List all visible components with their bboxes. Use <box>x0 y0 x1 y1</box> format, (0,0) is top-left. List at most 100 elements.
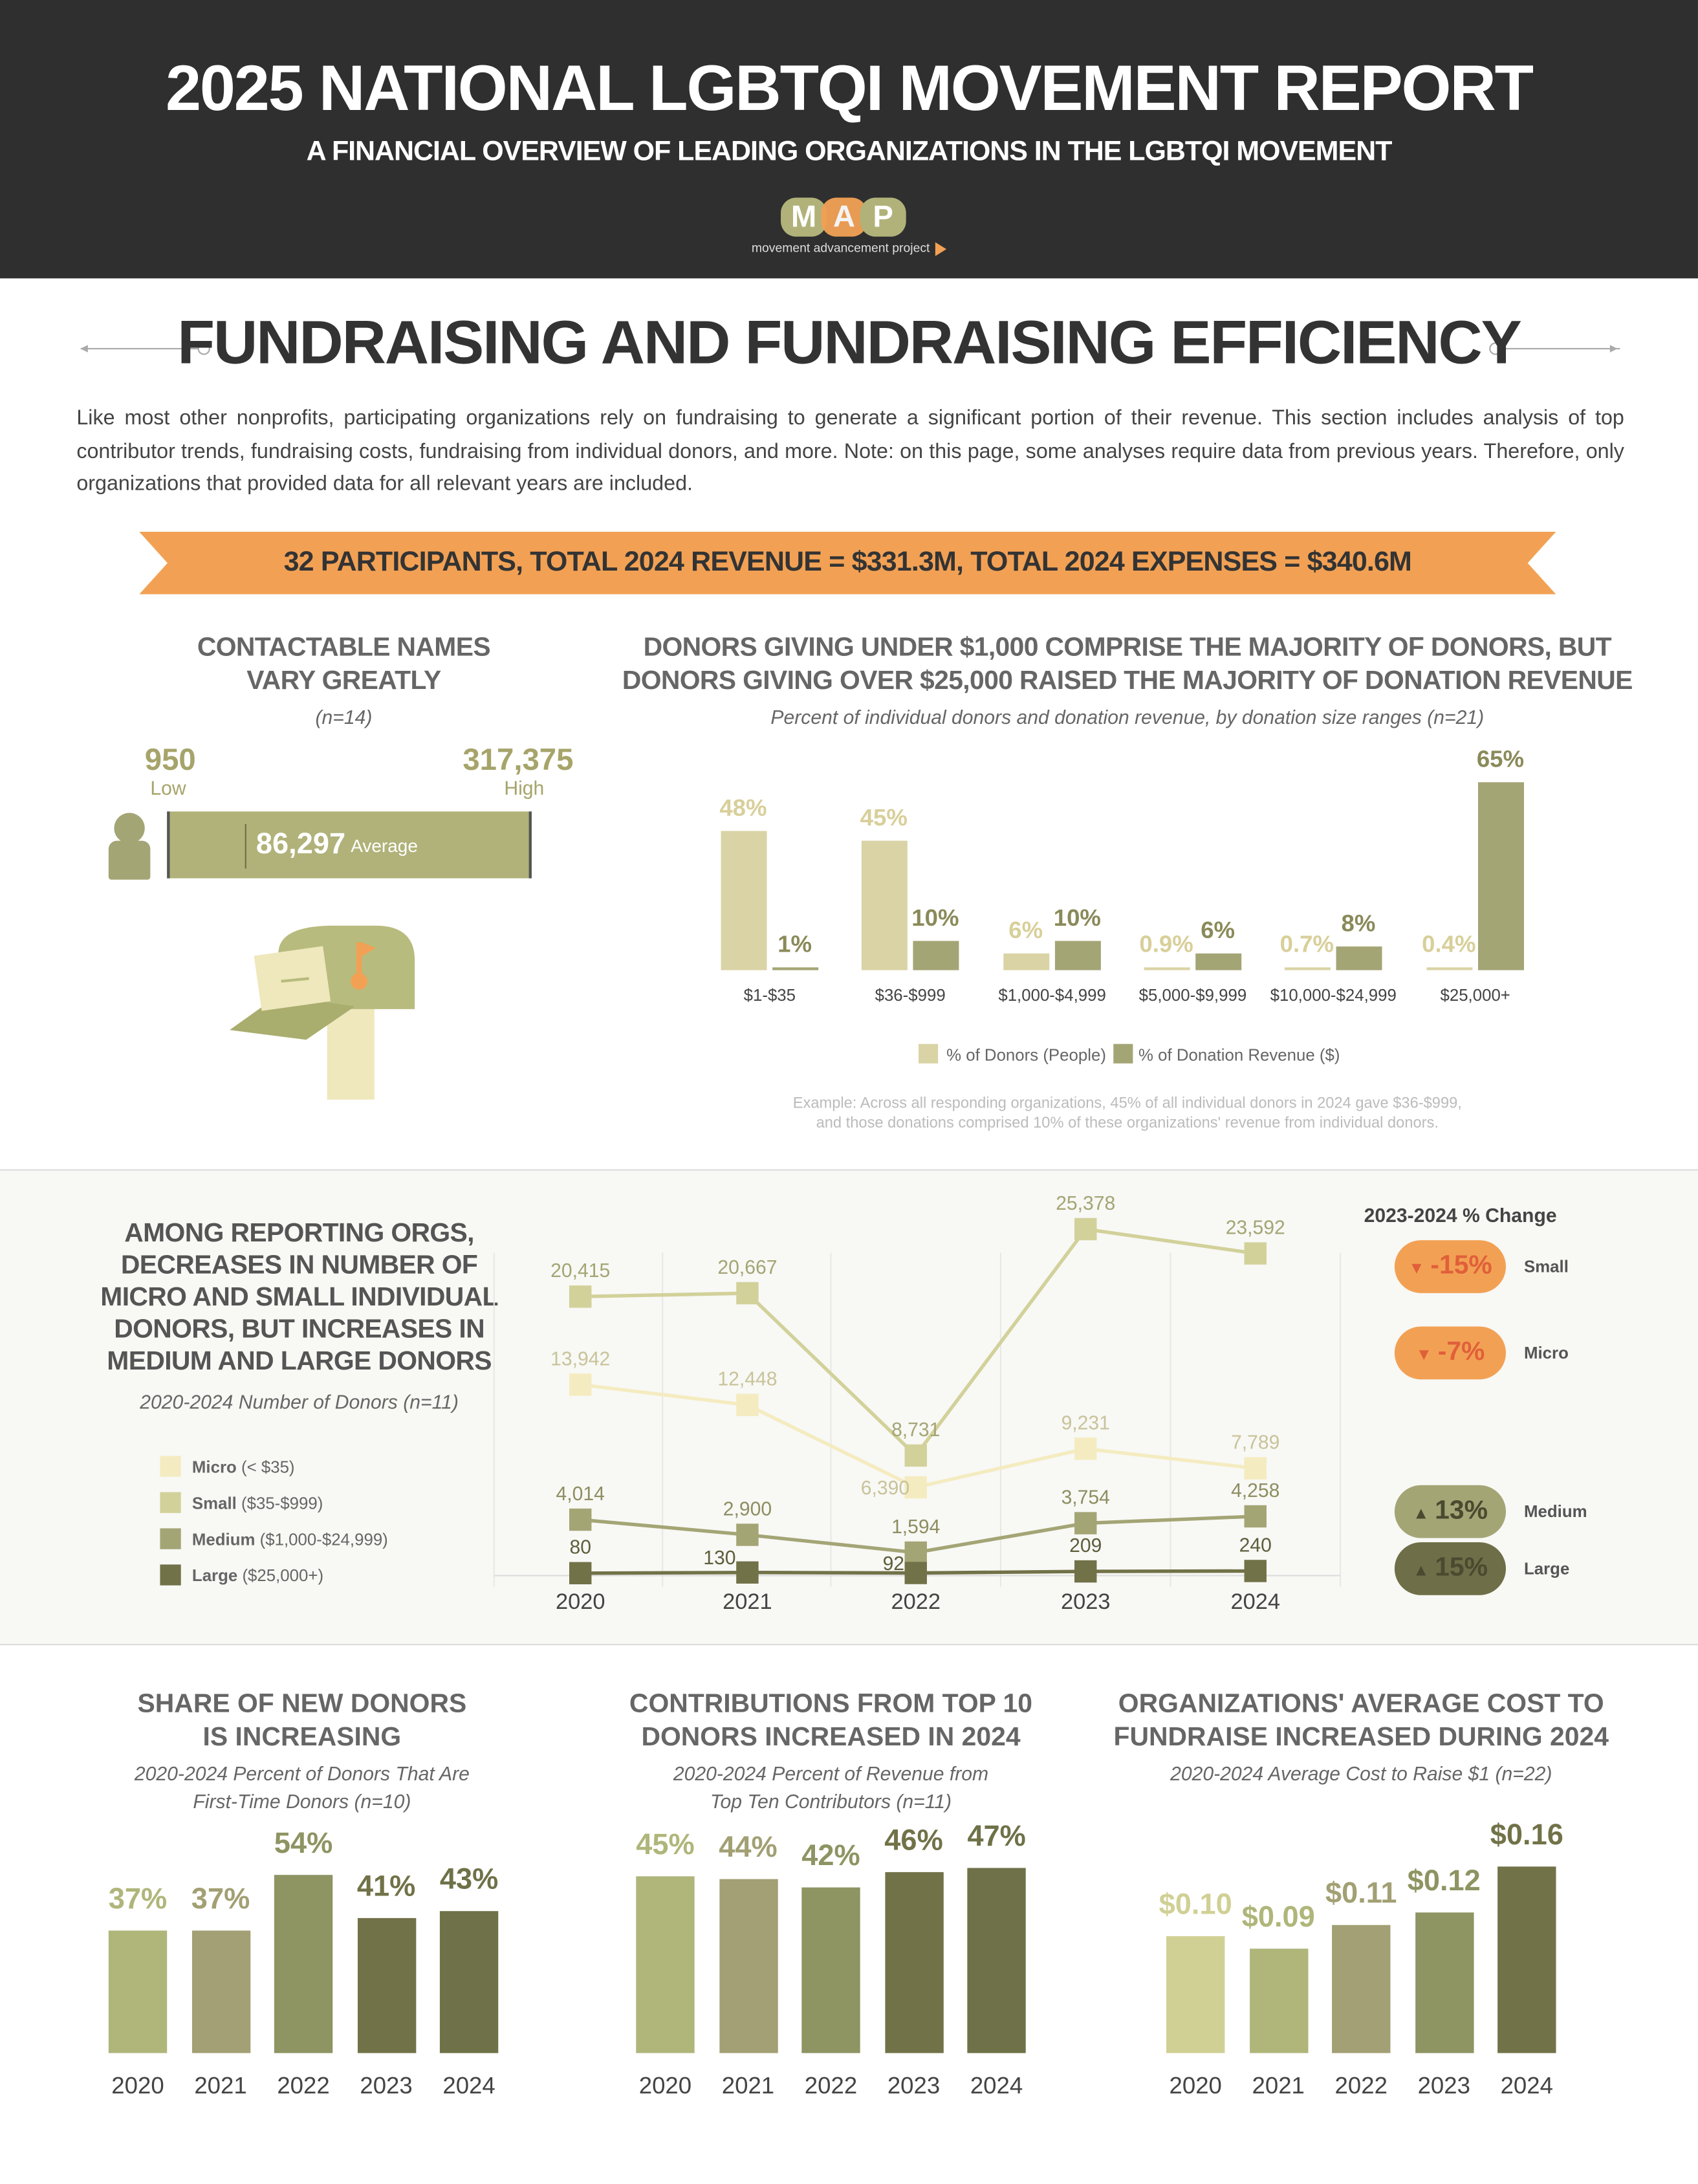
change-label: Large <box>1524 1558 1570 1578</box>
revenue-label: 10% <box>1053 905 1101 932</box>
range-bar <box>167 811 532 879</box>
data-point-small <box>736 1282 759 1305</box>
x-tick-label: 2022 <box>891 1589 941 1614</box>
category-label: $1,000-$4,999 <box>998 985 1106 1005</box>
bar <box>1497 1866 1556 2053</box>
summary-banner: 32 PARTICIPANTS, TOTAL 2024 REVENUE = $3… <box>139 531 1556 595</box>
category-label: $10,000-$24,999 <box>1270 985 1397 1005</box>
data-label: 4,014 <box>556 1483 605 1505</box>
change-label: Micro <box>1524 1343 1569 1363</box>
data-point-large <box>904 1562 927 1584</box>
bar <box>1166 1936 1225 2053</box>
left-rule <box>80 347 204 350</box>
chart-title-2: DONORS INCREASED IN 2024 <box>641 1723 1021 1753</box>
data-label: 4,258 <box>1231 1480 1279 1502</box>
data-point-medium <box>1074 1512 1097 1534</box>
bar-value-label: $0.09 <box>1241 1901 1315 1933</box>
change-value: -7% <box>1437 1337 1485 1367</box>
donor-label: 45% <box>860 803 908 831</box>
x-tick-label: 2021 <box>1252 2072 1305 2099</box>
chart-title-2: FUNDRAISE INCREASED DURING 2024 <box>1113 1723 1609 1753</box>
x-tick-label: 2022 <box>277 2072 330 2099</box>
revenue-label: 1% <box>778 931 812 958</box>
legend-swatch-medium <box>160 1528 181 1549</box>
trend-title-3: MICRO AND SMALL INDIVIDUAL <box>100 1283 498 1313</box>
contactable-n: (n=14) <box>315 705 373 728</box>
category-label: $36-$999 <box>875 985 946 1005</box>
x-tick-label: 2020 <box>111 2072 164 2099</box>
data-label: 20,415 <box>550 1260 610 1282</box>
revenue-label: 10% <box>911 905 959 932</box>
x-tick-label: 2024 <box>1230 1589 1280 1614</box>
donor-bar <box>1144 967 1190 970</box>
bar <box>1332 1925 1391 2053</box>
up-triangle-icon: ▲ <box>1412 1560 1430 1580</box>
data-label: 20,667 <box>717 1257 777 1278</box>
bar <box>108 1930 168 2053</box>
person-icon <box>114 813 145 844</box>
low-label: Low <box>150 776 186 800</box>
data-label: 2,900 <box>723 1498 772 1520</box>
revenue-bar <box>772 967 819 970</box>
data-label: 12,448 <box>717 1369 777 1390</box>
change-value: 13% <box>1435 1496 1488 1526</box>
revenue-label: 8% <box>1341 910 1376 937</box>
contactable-title-1: CONTACTABLE NAMES <box>197 633 491 663</box>
legend-item-micro: Micro (< $35) <box>192 1458 295 1477</box>
trend-title-1: AMONG REPORTING ORGS, <box>124 1219 474 1249</box>
donor-label: 0.4% <box>1422 931 1476 958</box>
chart-title-1: ORGANIZATIONS' AVERAGE COST TO <box>1118 1690 1604 1720</box>
data-point-medium <box>736 1523 759 1546</box>
legend-label-donors: % of Donors (People) <box>946 1045 1106 1065</box>
data-point-large <box>569 1562 592 1584</box>
change-label: Medium <box>1524 1502 1587 1522</box>
bar <box>439 1911 499 2053</box>
data-point-micro <box>904 1476 927 1499</box>
data-label: 240 <box>1239 1534 1272 1556</box>
bar-value-label: $0.16 <box>1490 1818 1563 1851</box>
trend-title-5: MEDIUM AND LARGE DONORS <box>107 1347 492 1377</box>
data-point-large <box>1074 1560 1097 1583</box>
change-value: -15% <box>1430 1251 1492 1281</box>
trend-title-4: DONORS, BUT INCREASES IN <box>114 1315 484 1345</box>
average-marker <box>245 824 246 869</box>
legend-range: ($35-$999) <box>241 1493 323 1513</box>
revenue-label: 65% <box>1476 746 1525 773</box>
average-label: Average <box>351 835 418 857</box>
high-label: High <box>504 776 545 800</box>
legend-item-medium: Medium ($1,000-$24,999) <box>192 1530 388 1549</box>
donor-bar <box>1284 967 1331 970</box>
data-point-medium <box>569 1508 592 1531</box>
data-label: 25,378 <box>1056 1193 1115 1214</box>
bar <box>1249 1948 1308 2053</box>
donor-bar <box>721 831 767 970</box>
legend-swatch-micro <box>160 1456 181 1477</box>
person-body-icon <box>108 840 151 880</box>
logo-letter-m: M <box>781 197 827 237</box>
legend-name: Micro <box>191 1457 237 1477</box>
x-tick-label: 2021 <box>194 2072 247 2099</box>
summary-banner-text: 32 PARTICIPANTS, TOTAL 2024 REVENUE = $3… <box>283 547 1412 578</box>
change-title: 2023-2024 % Change <box>1364 1204 1557 1227</box>
category-label: $5,000-$9,999 <box>1138 985 1247 1005</box>
change-label: Small <box>1524 1256 1569 1277</box>
donor-chart-title-2: DONORS GIVING OVER $25,000 RAISED THE MA… <box>622 666 1633 696</box>
data-label: 92 <box>883 1553 905 1575</box>
bar-value-label: 37% <box>191 1883 250 1916</box>
revenue-bar <box>1054 941 1101 970</box>
trend-title-2: DECREASES IN NUMBER OF <box>120 1251 478 1281</box>
data-point-large <box>1244 1560 1267 1582</box>
donor-label: 0.7% <box>1279 931 1334 958</box>
bar <box>636 1875 695 2053</box>
bar-value-label: $0.12 <box>1407 1866 1481 1898</box>
legend-swatch-small <box>160 1492 181 1513</box>
data-label: 7,789 <box>1231 1432 1279 1454</box>
legend-name: Small <box>191 1493 237 1513</box>
left-dot-icon <box>197 342 210 355</box>
contactable-title-2: VARY GREATLY <box>246 666 441 696</box>
x-tick-label: 2023 <box>360 2072 413 2099</box>
change-pill-medium: ▲ 13% <box>1394 1485 1507 1538</box>
legend-name: Medium <box>191 1529 256 1549</box>
data-point-small <box>904 1444 927 1467</box>
donor-bar <box>1003 952 1050 970</box>
